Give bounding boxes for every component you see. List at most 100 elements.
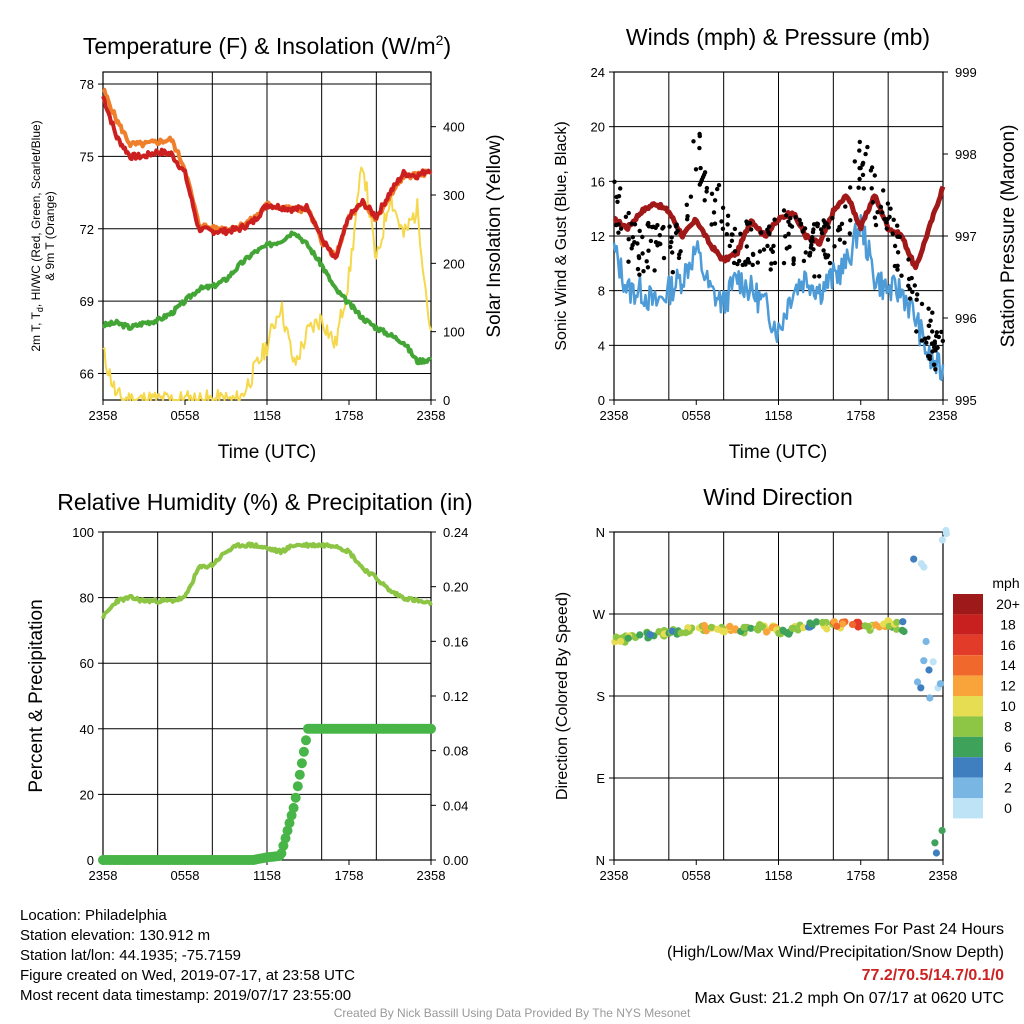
rh-panel-title: Relative Humidity (%) & Precipitation (i… bbox=[57, 489, 472, 515]
gust-point bbox=[668, 244, 673, 250]
direction-point bbox=[920, 563, 928, 571]
wind-y-tick-label: 4 bbox=[598, 338, 605, 353]
gust-point bbox=[931, 362, 937, 367]
gust-point bbox=[784, 213, 789, 218]
gust-point bbox=[926, 335, 931, 340]
gust-point bbox=[765, 227, 770, 232]
wind-y-tick-label: 16 bbox=[591, 174, 605, 189]
gust-point bbox=[869, 165, 875, 170]
gust-point bbox=[744, 244, 749, 249]
gust-point bbox=[629, 221, 634, 226]
gust-point bbox=[914, 329, 919, 334]
direction-point bbox=[617, 637, 625, 645]
gust-point bbox=[750, 262, 755, 268]
gust-point bbox=[767, 231, 772, 236]
direction-point bbox=[932, 849, 941, 857]
gust-point bbox=[711, 210, 717, 215]
wind-speed-series-line bbox=[612, 214, 945, 382]
gust-point bbox=[655, 223, 660, 228]
insolation-y2-tick-label: 0 bbox=[443, 393, 450, 408]
gust-point bbox=[688, 194, 694, 199]
gust-point bbox=[811, 222, 817, 227]
direction-point bbox=[848, 620, 857, 629]
gust-point bbox=[720, 205, 726, 210]
gust-point bbox=[940, 338, 945, 344]
gust-point bbox=[788, 216, 793, 221]
gust-point bbox=[632, 222, 638, 227]
credit-line: Created By Nick Bassill Using Data Provi… bbox=[333, 1006, 691, 1020]
gust-point bbox=[791, 258, 796, 263]
wind-x-tick-label: 0558 bbox=[682, 408, 711, 423]
precip-y2-tick-label: 0.12 bbox=[443, 689, 468, 704]
direction-point bbox=[731, 625, 739, 633]
gust-point bbox=[716, 183, 722, 188]
temp-x-label: Time (UTC) bbox=[218, 442, 317, 463]
speed-legend-label: 12 bbox=[1000, 678, 1016, 694]
speed-legend-swatch bbox=[953, 675, 983, 696]
precip-point bbox=[298, 746, 309, 757]
gust-point bbox=[857, 176, 862, 182]
gust-point bbox=[895, 223, 900, 228]
gust-point bbox=[910, 289, 915, 295]
gust-point bbox=[657, 233, 662, 238]
direction-point bbox=[823, 625, 831, 633]
wind-x-tick-label: 2358 bbox=[600, 408, 629, 423]
gust-point bbox=[761, 247, 767, 252]
gust-point bbox=[737, 258, 742, 264]
gust-point bbox=[860, 160, 866, 166]
gust-point bbox=[772, 260, 778, 266]
direction-point bbox=[920, 657, 928, 665]
dir-y-label: Direction (Colored By Speed) bbox=[554, 592, 571, 800]
max-gust-line: Max Gust: 21.2 mph On 07/17 at 0620 UTC bbox=[694, 990, 1005, 1007]
direction-point bbox=[756, 621, 764, 629]
precip-y2-tick-label: 0.08 bbox=[443, 744, 468, 759]
gust-point bbox=[749, 227, 754, 232]
gust-point bbox=[801, 258, 807, 264]
gust-point bbox=[626, 237, 631, 242]
rh-x-tick-label: 1758 bbox=[335, 868, 364, 883]
gust-point bbox=[895, 250, 901, 255]
humidity-precip-panel: Relative Humidity (%) & Precipitation (i… bbox=[26, 489, 473, 883]
gust-point bbox=[623, 214, 629, 219]
gust-point bbox=[934, 333, 939, 339]
direction-point bbox=[624, 634, 632, 642]
gust-point bbox=[709, 222, 714, 227]
gust-point bbox=[939, 329, 944, 335]
gust-point bbox=[882, 216, 887, 222]
direction-point bbox=[864, 623, 873, 631]
direction-point bbox=[682, 629, 690, 637]
precip-y2-tick-label: 0.16 bbox=[443, 634, 468, 649]
gust-point bbox=[887, 214, 892, 220]
gust-point bbox=[732, 249, 738, 254]
gust-point bbox=[843, 204, 848, 209]
gust-point bbox=[702, 170, 708, 175]
gust-point bbox=[669, 235, 674, 240]
rh-x-tick-label: 1158 bbox=[253, 868, 281, 883]
gust-point bbox=[933, 367, 938, 372]
temp-2m-series-line bbox=[101, 95, 433, 260]
gust-point bbox=[669, 239, 674, 245]
precip-point bbox=[278, 840, 289, 851]
gust-point bbox=[899, 273, 904, 278]
speed-legend-label: 10 bbox=[1000, 698, 1016, 714]
gust-point bbox=[852, 159, 857, 164]
gust-point bbox=[787, 244, 792, 249]
gust-point bbox=[724, 232, 729, 237]
dir-y-tick-label: N bbox=[596, 525, 605, 540]
wind-y-tick-label: 8 bbox=[598, 284, 605, 299]
gust-point bbox=[769, 261, 774, 266]
wind-x-tick-label: 2358 bbox=[929, 408, 958, 423]
gust-point bbox=[677, 252, 682, 257]
gust-point bbox=[786, 231, 791, 236]
speed-legend-label: 4 bbox=[1004, 759, 1012, 775]
gust-point bbox=[924, 340, 929, 345]
gust-point bbox=[697, 131, 702, 137]
wind-y-tick-label: 20 bbox=[591, 120, 605, 135]
gust-point bbox=[934, 330, 940, 335]
gust-point bbox=[802, 226, 808, 231]
gust-point bbox=[637, 272, 642, 277]
precip-point bbox=[286, 810, 297, 821]
rh-y-tick-label: 60 bbox=[80, 656, 94, 671]
gust-point bbox=[667, 224, 672, 229]
wind-y-tick-label: 12 bbox=[591, 229, 605, 244]
